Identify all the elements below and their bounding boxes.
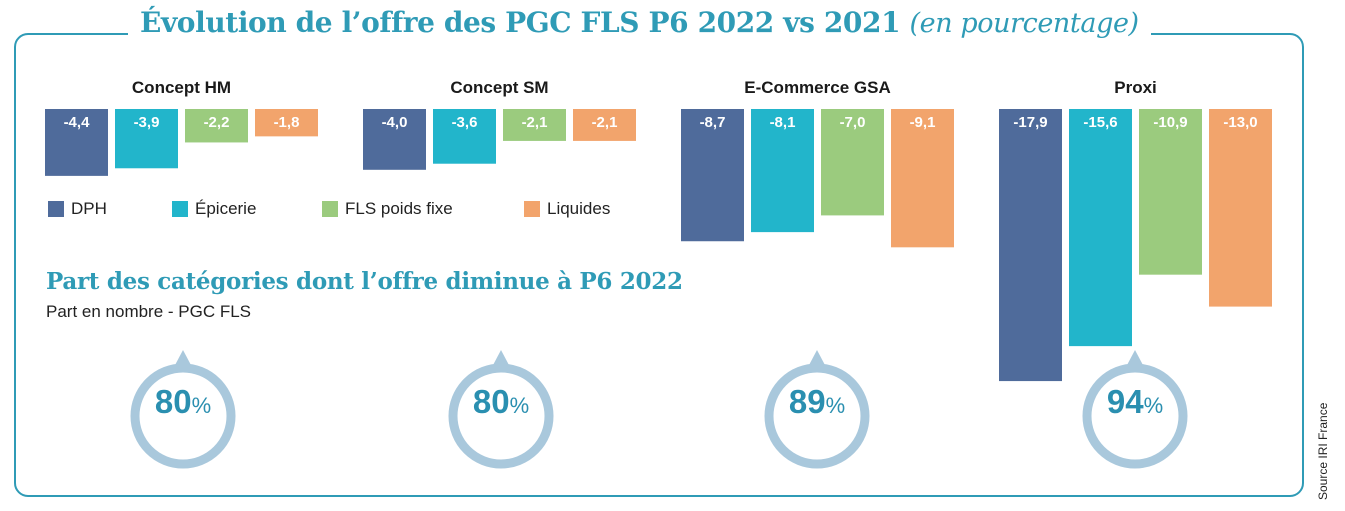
ring-marker-icon [1082, 350, 1188, 469]
group-title-proxi: Proxi [1114, 78, 1157, 97]
group-title-concept-hm: Concept HM [132, 78, 231, 97]
ring-proxi: 94% [1075, 346, 1195, 496]
ring-pointer [1126, 350, 1144, 367]
ring-number: 89 [788, 383, 826, 420]
legend-swatch-liquides [524, 201, 540, 217]
bar-concept-sm-fls-poids-fixe [503, 109, 566, 141]
ring-circle [448, 363, 554, 469]
bar-proxi-epicerie [1069, 109, 1132, 347]
bar-label-e-commerce-gsa-epicerie: -8,1 [770, 114, 796, 131]
ring-pointer [174, 350, 192, 367]
bar-label-proxi-dph: -17,9 [1013, 114, 1047, 131]
bar-concept-sm-dph [363, 109, 426, 170]
legend-item-epicerie: Épicerie [172, 199, 256, 219]
ring-e-commerce-gsa: 89% [757, 346, 877, 496]
ring-unit: % [825, 393, 846, 418]
legend-item-fls-poids-fixe: FLS poids fixe [322, 199, 453, 219]
legend-label-epicerie: Épicerie [195, 199, 257, 218]
ring-circle [764, 363, 870, 469]
bar-label-concept-sm-epicerie: -3,6 [452, 114, 478, 131]
legend: DPH Épicerie FLS poids fixe Liquides [48, 199, 648, 221]
legend-swatch-epicerie [172, 201, 188, 217]
ring-unit: % [191, 393, 212, 418]
bar-e-commerce-gsa-fls-poids-fixe [821, 109, 884, 216]
bar-concept-hm-epicerie [115, 109, 178, 169]
bar-concept-hm-liquides [255, 109, 318, 137]
legend-item-liquides: Liquides [524, 199, 610, 219]
part-title: Part des catégories dont l’offre diminue… [46, 268, 683, 295]
legend-label-liquides: Liquides [547, 199, 611, 218]
bar-concept-sm-liquides [573, 109, 636, 141]
ring-circle [130, 363, 236, 469]
ring-unit: % [509, 393, 530, 418]
bar-concept-hm-dph [45, 109, 108, 176]
ring-marker-icon [448, 350, 554, 469]
legend-label-fls-poids-fixe: FLS poids fixe [345, 199, 453, 218]
ring-concept-sm: 80% [441, 346, 561, 496]
ring-concept-hm: 80% [123, 346, 243, 496]
ring-pointer [808, 350, 826, 367]
source-note: Source IRI France [1316, 402, 1330, 500]
bar-proxi-fls-poids-fixe [1139, 109, 1202, 275]
bar-proxi-dph [999, 109, 1062, 382]
title-subtitle: (en pourcentage) [909, 8, 1140, 39]
bar-label-concept-hm-epicerie: -3,9 [134, 114, 160, 131]
ring-number: 80 [472, 383, 510, 420]
bar-e-commerce-gsa-epicerie [751, 109, 814, 233]
part-subtitle: Part en nombre - PGC FLS [46, 302, 252, 321]
ring-unit: % [1143, 393, 1164, 418]
group-title-e-commerce-gsa: E-Commerce GSA [744, 78, 890, 97]
ring-marker-icon [130, 350, 236, 469]
bar-label-concept-sm-dph: -4,0 [382, 114, 408, 131]
bar-label-concept-sm-fls-poids-fixe: -2,1 [522, 114, 548, 131]
bar-e-commerce-gsa-liquides [891, 109, 954, 248]
ring-value-proxi: 94% [1075, 383, 1195, 421]
legend-label-dph: DPH [71, 199, 107, 218]
ring-number: 80 [154, 383, 192, 420]
ring-value-e-commerce-gsa: 89% [757, 383, 877, 421]
chart-title: Évolution de l’offre des PGC FLS P6 2022… [128, 6, 1151, 39]
bar-label-e-commerce-gsa-fls-poids-fixe: -7,0 [840, 114, 866, 131]
bar-label-concept-hm-dph: -4,4 [64, 114, 91, 131]
legend-item-dph: DPH [48, 199, 107, 219]
title-main: Évolution de l’offre des PGC FLS P6 2022… [140, 6, 901, 39]
ring-circle [1082, 363, 1188, 469]
bar-label-e-commerce-gsa-liquides: -9,1 [910, 114, 936, 131]
ring-pointer [492, 350, 510, 367]
bar-label-concept-sm-liquides: -2,1 [592, 114, 618, 131]
ring-value-concept-sm: 80% [441, 383, 561, 421]
group-title-concept-sm: Concept SM [450, 78, 548, 97]
bar-concept-hm-fls-poids-fixe [185, 109, 248, 143]
bar-label-e-commerce-gsa-dph: -8,7 [700, 114, 726, 131]
bar-label-proxi-epicerie: -15,6 [1083, 114, 1117, 131]
bar-label-concept-hm-liquides: -1,8 [274, 114, 300, 131]
bar-label-concept-hm-fls-poids-fixe: -2,2 [204, 114, 230, 131]
ring-number: 94 [1106, 383, 1144, 420]
bar-label-proxi-fls-poids-fixe: -10,9 [1153, 114, 1187, 131]
ring-marker-icon [764, 350, 870, 469]
bar-concept-sm-epicerie [433, 109, 496, 164]
bar-label-proxi-liquides: -13,0 [1223, 114, 1257, 131]
bar-e-commerce-gsa-dph [681, 109, 744, 242]
legend-swatch-dph [48, 201, 64, 217]
bar-proxi-liquides [1209, 109, 1272, 307]
ring-value-concept-hm: 80% [123, 383, 243, 421]
legend-swatch-fls-poids-fixe [322, 201, 338, 217]
